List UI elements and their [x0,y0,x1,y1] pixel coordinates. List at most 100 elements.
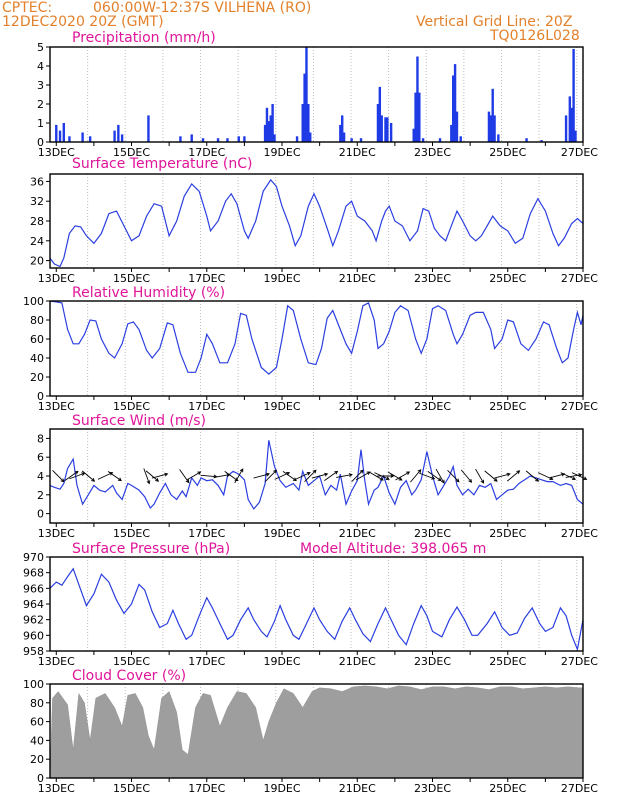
y-tick-label: 968 [23,567,44,580]
wind-vector [387,471,403,481]
panel-title: Surface Temperature (nC) [72,156,253,172]
wind-vector-shaft [81,470,95,482]
wind-vector-shaft [525,470,539,482]
y-tick-label: 32 [30,195,44,208]
precip-bar [307,104,310,142]
series-line [49,300,584,375]
wind-vector-shaft [475,468,484,484]
wind-vector-shaft [143,468,150,484]
wind-vector-head [455,478,460,483]
panel-annotation: Model Altitude: 398.065 m [300,541,486,557]
wind-vector-head [324,472,329,477]
y-tick-label: 100 [23,678,44,691]
precip-bar [339,124,342,142]
wind-vector-shaft [336,474,353,478]
wind-vector [324,470,339,481]
y-tick-label: 80 [30,697,44,710]
wind-vector-shaft [324,471,338,481]
wind-vector-shaft [295,472,311,480]
precip-bar [380,115,383,142]
precip-bar [459,136,462,142]
wind-vector-shaft [435,468,445,484]
wind-vector [107,471,122,482]
x-tick-label: 13DEC [38,400,75,413]
wind-vector-shaft [107,471,122,481]
wind-vector-head [312,469,317,474]
y-tick-label: 966 [23,582,44,595]
wind-vector-shaft [548,473,565,479]
wind-vector-head [385,476,390,481]
wind-vector [560,472,577,481]
precip-bar [147,115,150,142]
wind-vector-shaft [52,470,65,482]
x-tick-label: 27DEC [561,527,598,540]
wind-vector-head [379,477,384,481]
wind-vector-head [91,477,96,482]
x-tick-label: 15DEC [113,782,150,795]
x-tick-label: 15DEC [113,655,150,668]
wind-vector-shaft [410,469,422,483]
precip-bar [265,107,269,142]
x-tick-label: 19DEC [263,655,300,668]
wind-vector [282,471,297,482]
wind-vector [151,472,169,479]
precip-bar [525,138,528,142]
wind-vector [81,470,96,482]
x-tick-label: 13DEC [38,146,75,159]
x-tick-label: 23DEC [414,655,451,668]
x-tick-label: 23DEC [414,400,451,413]
wind-vector [506,470,521,482]
wind-vector-shaft [368,471,384,481]
precip-bar [416,56,419,142]
x-tick-label: 21DEC [339,782,376,795]
wind-vector [377,474,395,478]
wind-vector-shaft [304,470,317,482]
y-tick-label: 100 [23,295,44,308]
x-tick-label: 19DEC [263,782,300,795]
precip-bar [386,117,389,142]
precip-bar [303,73,306,142]
wind-vector [234,468,244,484]
wind-vector-shaft [355,471,371,481]
y-tick-label: 970 [23,551,44,564]
y-tick-label: 80 [30,314,44,327]
panel-5: 0 20 40 60 80 100 13DEC 15DEC 17DEC 19DEC 21DEC 23D… [23,668,598,795]
x-tick-label: 27DEC [561,655,598,668]
panel-frame [49,683,584,779]
x-tick-label: 13DEC [38,655,75,668]
precip-bar [572,48,575,142]
panel-2: 0 20 40 60 80 100 13DEC 15DEC 17DEC 19DEC 21DEC 23D… [23,285,598,413]
cloud-area [49,685,584,779]
wind-vector-shaft [151,473,168,479]
header-source: CPTEC: [2,0,52,16]
precip-bar [540,140,543,142]
wind-vector [336,473,353,478]
precip-bar [342,132,346,142]
header-init-time: 12DEC2020 20Z (GMT) [2,14,164,30]
wind-vector-head [155,477,160,482]
precip-bar [243,136,246,142]
y-tick-label: 20 [30,255,44,268]
x-tick-label: 15DEC [113,146,150,159]
wind-vector-head [60,478,65,483]
wind-vector-shaft [97,472,113,480]
y-tick-label: 60 [30,716,44,729]
wind-vector-shaft [186,471,201,481]
y-tick-label: 0 [37,772,44,785]
precip-bar [113,130,116,142]
x-tick-label: 25DEC [489,146,526,159]
wind-vector [460,469,473,483]
precip-bar [455,111,459,142]
wind-vector-head [265,472,270,477]
x-tick-label: 13DEC [38,527,75,540]
y-tick-label: 6 [37,451,44,464]
x-tick-label: 21DEC [339,272,376,285]
precip-bar [418,92,421,142]
precip-bar [263,124,267,142]
wind-vector [494,472,511,479]
wind-vector-head [406,471,411,475]
wind-vector-head [292,477,297,482]
wind-vector [410,469,422,483]
header-location: 060:00W-12:37S VILHENA (RO) [93,0,311,16]
panel-title: Precipitation (mm/h) [72,30,216,46]
